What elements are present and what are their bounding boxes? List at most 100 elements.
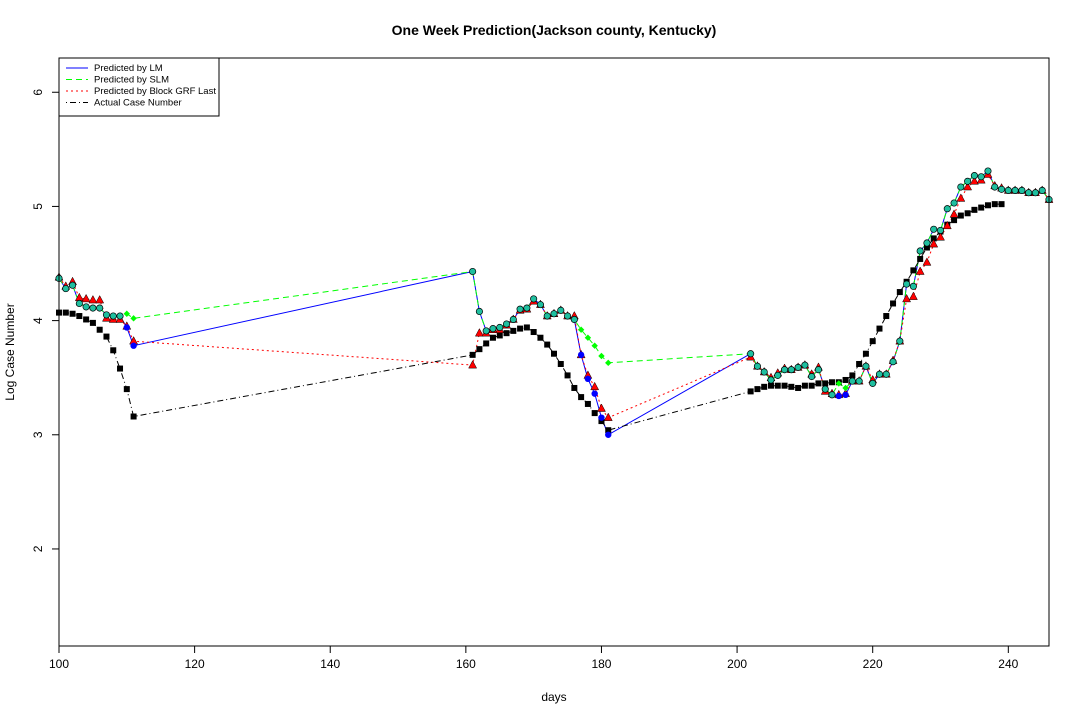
actual-case-point	[62, 309, 69, 316]
overlap-point	[862, 362, 870, 370]
actual-case-point	[984, 202, 991, 209]
actual-case-point	[801, 382, 808, 389]
overlap-point	[536, 301, 544, 309]
overlap-point	[1031, 189, 1039, 197]
actual-case-point	[747, 388, 754, 395]
grf-point	[963, 181, 973, 191]
legend-label: Predicted by SLM	[94, 75, 169, 86]
actual-case-point	[788, 383, 795, 390]
overlap-point	[855, 377, 863, 385]
actual-case-point	[476, 346, 483, 353]
overlap-point	[997, 185, 1006, 193]
actual-case-point	[951, 217, 958, 224]
overlap-point	[753, 362, 761, 370]
actual-case-point	[896, 289, 903, 296]
actual-case-point	[605, 427, 612, 434]
overlap-point	[875, 370, 884, 378]
overlap-point	[970, 172, 978, 180]
actual-case-point	[842, 376, 849, 383]
actual-case-point	[829, 379, 836, 386]
overlap-point	[1025, 189, 1033, 197]
overlap-point	[1011, 186, 1019, 194]
overlap-point	[916, 247, 924, 255]
series-line	[58, 170, 1050, 436]
overlap-point	[550, 310, 558, 318]
overlap-point	[909, 282, 917, 290]
overlap-point	[469, 267, 477, 276]
overlap-point	[767, 376, 775, 384]
slm-point	[598, 352, 605, 360]
overlap-point	[475, 307, 483, 316]
grf-point	[88, 295, 98, 304]
overlap-point	[882, 370, 890, 378]
grf-point	[936, 232, 945, 241]
overlap-point	[889, 358, 897, 366]
actual-case-point	[971, 206, 978, 213]
grf-point	[902, 293, 912, 303]
actual-case-point	[489, 334, 496, 341]
actual-case-point	[598, 418, 605, 425]
overlap-point	[808, 372, 816, 381]
overlap-point	[821, 385, 829, 393]
actual-case-point	[503, 330, 510, 337]
overlap-point	[950, 199, 958, 207]
x-tick-label: 200	[727, 657, 747, 671]
overlap-point	[489, 325, 497, 333]
lm-point	[591, 390, 598, 397]
overlap-point	[96, 304, 104, 312]
overlap-point	[570, 315, 578, 324]
series-line	[59, 203, 1002, 431]
overlap-point	[516, 305, 524, 313]
actual-case-point	[110, 347, 117, 354]
overlap-point	[509, 315, 517, 324]
x-tick-label: 100	[49, 657, 69, 671]
actual-case-point	[123, 386, 130, 393]
actual-case-point	[998, 201, 1005, 208]
overlap-point	[109, 312, 117, 320]
actual-case-point	[781, 382, 788, 389]
overlap-point	[69, 281, 77, 289]
actual-case-point	[523, 324, 530, 331]
series-line	[58, 170, 1050, 396]
overlap-point	[557, 306, 565, 314]
grf-point	[949, 209, 959, 218]
actual-case-point	[517, 325, 524, 332]
actual-case-point	[578, 394, 585, 401]
actual-case-point	[957, 212, 964, 219]
actual-case-point	[964, 210, 971, 217]
x-tick-label: 220	[863, 657, 883, 671]
actual-case-point	[883, 313, 890, 320]
grf-point	[956, 193, 966, 202]
overlap-point	[869, 379, 877, 387]
overlap-point	[1004, 186, 1012, 194]
overlap-point	[543, 312, 551, 320]
slm-point	[130, 315, 137, 322]
x-tick-label: 160	[456, 657, 476, 671]
actual-case-point	[103, 333, 110, 340]
lm-point	[130, 342, 137, 349]
actual-case-point	[917, 255, 924, 262]
overlap-point	[760, 368, 768, 376]
overlap-point	[984, 167, 992, 175]
slm-point	[584, 334, 592, 341]
grf-point	[603, 412, 613, 421]
overlap-point	[502, 320, 511, 328]
actual-case-point	[856, 360, 863, 367]
actual-case-point	[117, 365, 124, 372]
overlap-point	[482, 327, 490, 335]
chart-title: One Week Prediction(Jackson county, Kent…	[392, 22, 717, 38]
slm-point	[835, 380, 842, 387]
overlap-point	[1038, 186, 1046, 194]
grf-point	[81, 293, 91, 303]
overlap-point	[814, 366, 823, 374]
overlap-point	[780, 366, 789, 374]
actual-case-point	[991, 201, 998, 208]
overlap-point	[923, 239, 931, 247]
slm-point	[605, 359, 612, 367]
lm-point	[842, 391, 849, 399]
actual-case-point	[564, 372, 571, 379]
x-tick-label: 180	[591, 657, 611, 671]
overlap-point	[116, 312, 124, 320]
overlap-point	[102, 311, 111, 319]
